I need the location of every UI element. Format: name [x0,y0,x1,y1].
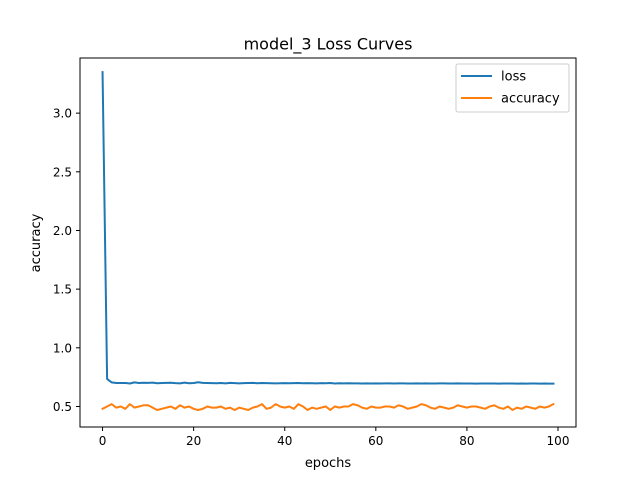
legend: loss accuracy [455,63,570,113]
legend-label-loss: loss [501,70,526,85]
y-tick-label: 0.5 [53,400,72,414]
x-tick-label: 100 [547,434,570,448]
x-axis-ticks: 0 20 40 60 80 100 [99,427,570,448]
y-tick-label: 2.0 [53,224,72,238]
y-axis-label: accuracy [29,213,44,272]
x-tick-label: 40 [277,434,292,448]
y-tick-label: 1.0 [53,341,72,355]
series-line-accuracy [101,402,555,411]
x-tick-label: 80 [459,434,474,448]
x-tick-label: 20 [186,434,201,448]
series-layer [101,71,555,411]
x-tick-label: 60 [368,434,383,448]
x-axis-label: epochs [305,456,352,471]
plot-frame [79,57,577,428]
y-tick-label: 3.0 [53,107,72,121]
series-line-loss [101,71,555,385]
legend-label-accuracy: accuracy [501,92,560,107]
y-axis-ticks: 0.5 1.0 1.5 2.0 2.5 3.0 [53,107,80,414]
y-tick-label: 1.5 [53,283,72,297]
chart-title: model_3 Loss Curves [244,35,413,55]
y-tick-label: 2.5 [53,165,72,179]
x-tick-label: 0 [99,434,107,448]
